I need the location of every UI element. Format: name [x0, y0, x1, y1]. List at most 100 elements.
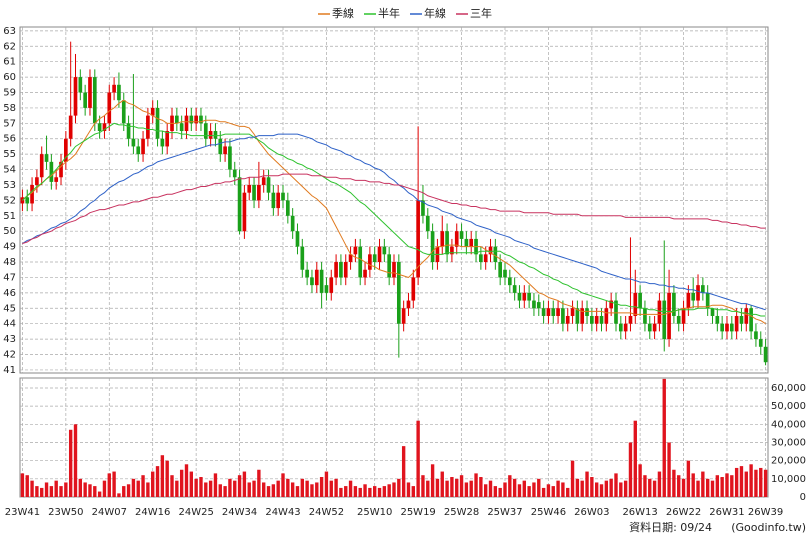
- volume-bar: [575, 478, 580, 497]
- y-tick-label: 47: [3, 272, 16, 283]
- candle-body: [155, 107, 160, 139]
- y-tick-label: 60,000: [771, 383, 806, 394]
- candle-body: [628, 315, 633, 324]
- y-tick-label: 40,000: [771, 419, 806, 430]
- volume-bar: [594, 482, 599, 497]
- candle-body: [30, 184, 34, 204]
- candle-body: [146, 115, 150, 139]
- y-tick-label: 59: [3, 88, 16, 99]
- volume-bar: [83, 482, 87, 497]
- candle-body: [599, 315, 604, 324]
- candle-body: [594, 315, 599, 324]
- candle-body: [536, 302, 541, 309]
- y-tick-label: 10,000: [771, 474, 806, 485]
- candle-body: [546, 308, 551, 316]
- candle-body: [556, 308, 560, 316]
- candle-body: [575, 308, 580, 324]
- y-tick-label: 60: [3, 72, 16, 83]
- volume-bar: [40, 487, 44, 497]
- volume-bar: [262, 482, 266, 497]
- volume-bar: [146, 482, 150, 497]
- volume-bar: [247, 482, 251, 497]
- candle-body: [44, 154, 49, 162]
- volume-bar: [373, 486, 377, 497]
- candle-body: [614, 300, 618, 324]
- candle-body: [107, 92, 112, 124]
- candle-body: [372, 254, 377, 263]
- x-tick-label: 23W50: [48, 507, 83, 518]
- volume-bar: [672, 469, 676, 497]
- candle-body: [285, 200, 290, 216]
- candle-body: [416, 200, 420, 278]
- volume-bar: [652, 480, 657, 497]
- volume-bar: [93, 486, 97, 497]
- x-tick-label: 24W07: [92, 507, 127, 518]
- volume-bar: [348, 480, 353, 497]
- volume-bar: [464, 482, 469, 497]
- candle-body: [652, 323, 657, 332]
- ma-line: [22, 173, 766, 245]
- volume-bar: [763, 469, 768, 497]
- volume-bar: [237, 475, 242, 497]
- candle-body: [228, 146, 232, 170]
- y-tick-label: 20,000: [771, 456, 806, 467]
- volume-bar: [614, 473, 618, 497]
- candle-body: [430, 231, 435, 263]
- volume-bar: [392, 482, 396, 497]
- volume-bar: [387, 484, 391, 497]
- volume-bar: [657, 471, 662, 497]
- candle-body: [609, 300, 613, 309]
- candle-body: [88, 77, 92, 108]
- volume-bar: [455, 478, 459, 497]
- volume-bar: [739, 466, 744, 497]
- volume-bar: [223, 486, 227, 497]
- x-tick-label: 25W46: [531, 507, 566, 518]
- legend-label: 半年: [378, 6, 400, 20]
- candle-body: [25, 197, 30, 204]
- candle-body: [353, 246, 358, 255]
- legend-label: 三年: [470, 6, 492, 20]
- volume-bar: [165, 460, 169, 497]
- candle-body: [541, 308, 546, 316]
- y-tick-label: 63: [3, 26, 16, 37]
- volume-bar: [546, 484, 551, 497]
- volume-bar: [204, 482, 208, 497]
- candle-body: [363, 269, 367, 278]
- volume-bar: [445, 480, 449, 497]
- volume-bar: [276, 480, 280, 497]
- volume-bar: [401, 446, 406, 497]
- candle-body: [276, 192, 281, 209]
- footer-source: (Goodinfo.tw): [731, 521, 806, 534]
- candle-body: [604, 308, 609, 324]
- candle-body: [406, 300, 411, 309]
- volume-bar: [498, 487, 502, 497]
- volume-bar: [199, 477, 203, 497]
- candle-body: [725, 323, 729, 332]
- candle-body: [92, 77, 97, 124]
- x-tick-label: 23W41: [5, 507, 40, 518]
- x-tick-label: 26W13: [622, 507, 657, 518]
- y-tick-label: 45: [3, 303, 16, 314]
- candle-body: [580, 308, 585, 324]
- volume-bar: [681, 478, 686, 497]
- candle-body: [512, 285, 517, 293]
- volume-bar: [619, 482, 623, 497]
- candle-body: [136, 146, 141, 155]
- volume-bar: [122, 486, 126, 497]
- y-tick-label: 30,000: [771, 437, 806, 448]
- y-tick-label: 54: [3, 165, 16, 176]
- candle-body: [464, 238, 469, 247]
- volume-bar: [421, 475, 425, 497]
- candle-body: [483, 254, 488, 263]
- volume-bar: [720, 477, 724, 497]
- volume-bar: [628, 442, 633, 497]
- y-tick-label: 43: [3, 334, 16, 345]
- candle-body: [662, 300, 667, 340]
- ma-line: [22, 122, 766, 317]
- candle-body: [208, 131, 213, 139]
- x-tick-label: 24W52: [309, 507, 344, 518]
- volume-bar: [416, 420, 420, 497]
- candle-body: [247, 184, 252, 193]
- candle-body: [339, 262, 343, 278]
- x-tick-label: 24W34: [222, 507, 257, 518]
